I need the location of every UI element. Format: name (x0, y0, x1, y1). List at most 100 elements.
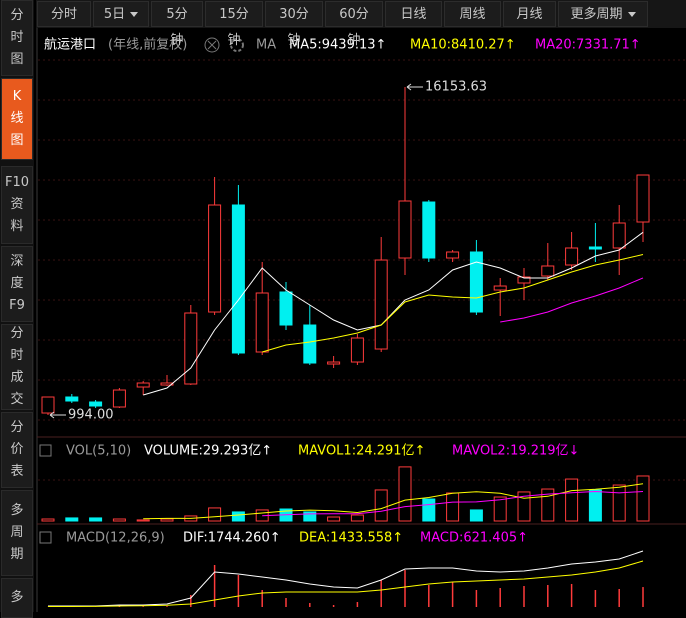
candle-body (255, 292, 269, 353)
period-tab[interactable]: 30分钟 (265, 1, 323, 48)
volume-bar (493, 496, 507, 522)
tab-label: 60分钟 (339, 7, 369, 48)
side-tab[interactable]: F10 资料 (1, 166, 33, 244)
tab-label: 5日 (103, 7, 126, 22)
candle-body (541, 265, 555, 277)
panel-icon[interactable] (39, 531, 52, 544)
volume-bar (303, 511, 317, 522)
indicator-name: MA (256, 38, 276, 53)
settings-icon[interactable] (230, 38, 244, 52)
volume-bar (469, 509, 483, 522)
price-annotation: 16153.63 (425, 79, 487, 94)
side-tab-label: 周 (10, 525, 24, 540)
candle-body (184, 312, 198, 385)
indicator-line (262, 254, 644, 353)
side-tab-label: 分 (10, 8, 24, 23)
period-tab[interactable]: 60分钟 (325, 1, 383, 48)
side-tab-label: 图 (10, 133, 24, 148)
volume-bar (612, 484, 626, 522)
candle-body (327, 361, 341, 365)
period-tab[interactable]: 月线 (503, 1, 556, 27)
side-tab-label: 时 (10, 30, 24, 45)
candle-body (160, 382, 174, 386)
tab-label: 5分钟 (166, 7, 188, 48)
side-tab[interactable]: 深度 F9 (1, 246, 33, 322)
candle-body (422, 201, 436, 259)
candle-body (517, 276, 531, 284)
legend-mavol1: MAVOL1:24.291亿↑ (298, 444, 425, 459)
volume-bar (208, 507, 222, 522)
tab-label: 更多周期 (570, 7, 623, 22)
period-tab[interactable]: 15分钟 (205, 1, 263, 48)
side-tab-label: 分 (10, 326, 24, 341)
legend-ma20: MA20:7331.71↑ (535, 38, 641, 53)
volume-bar (231, 511, 245, 522)
side-tab-label: F9 (9, 298, 25, 313)
period-tab[interactable]: 5日 (93, 1, 149, 27)
close-icon[interactable] (204, 37, 220, 53)
indicator-line (500, 277, 644, 323)
indicator-line (48, 550, 644, 607)
side-tab-label: 度 (10, 276, 24, 291)
chart-title: 航运港口 (44, 37, 96, 53)
legend-mavol2: MAVOL2:19.219亿↓ (452, 444, 579, 459)
volume-bar (588, 489, 602, 522)
volume-bar (517, 491, 531, 522)
side-tab-label: 图 (10, 52, 24, 67)
panel-icon[interactable] (39, 444, 52, 457)
volume-bar (422, 498, 436, 522)
candle-body (208, 204, 222, 313)
candle-body (588, 246, 602, 250)
candle-body (565, 247, 579, 266)
candle-body (612, 222, 626, 249)
volume-bar (446, 492, 460, 522)
side-tab[interactable]: 分时成交 (1, 324, 33, 410)
legend-ma10: MA10:8410.27↑ (410, 38, 516, 53)
side-tab[interactable]: 多周期 (1, 490, 33, 576)
tab-label: 分时 (50, 7, 77, 22)
side-tab[interactable]: 分价表 (1, 412, 33, 488)
candle-body (279, 291, 293, 326)
side-tab[interactable]: 多 (1, 578, 33, 618)
period-tab[interactable]: 更多周期 (558, 1, 648, 27)
candle-body (469, 251, 483, 313)
candle-body (636, 174, 650, 223)
candle-body (303, 324, 317, 364)
price-annotation: 994.00 (68, 408, 114, 423)
indicator-line (48, 560, 644, 607)
candle-body (493, 285, 507, 291)
dropdown-caret (627, 12, 636, 17)
side-tab-label: 深 (10, 254, 24, 269)
side-tab-label: 成 (10, 370, 24, 385)
volume-bar (112, 518, 126, 522)
volume-bar (565, 478, 579, 522)
volume-bar (350, 514, 364, 522)
period-tab[interactable]: 5分钟 (151, 1, 203, 48)
volume-bar (65, 517, 79, 522)
legend-dif: DIF:1744.260↑ (183, 531, 281, 546)
side-tab-label: K (12, 89, 22, 104)
side-tab-label: 表 (10, 464, 24, 479)
volume-bar (41, 518, 55, 522)
side-tab[interactable]: 分时图 (1, 0, 33, 76)
side-tab-label: 价 (10, 442, 24, 457)
side-tab-label: 线 (10, 111, 24, 126)
side-tab-label: 资 (10, 197, 24, 212)
tab-label: 周线 (459, 7, 486, 22)
side-tab-label: 多 (10, 503, 24, 518)
candle-body (136, 382, 150, 388)
annotation-arrow (49, 411, 66, 419)
candle-body (374, 259, 388, 350)
volume-title: VOL(5,10) (66, 444, 131, 459)
macd-title: MACD(12,26,9) (66, 531, 165, 546)
volume-label: VOLUME:29.293亿↑ (144, 444, 272, 459)
tab-label: 15分钟 (219, 7, 249, 48)
period-tab[interactable]: 日线 (385, 1, 442, 27)
period-tab[interactable]: 周线 (444, 1, 501, 27)
candle-body (41, 396, 55, 414)
grid (38, 59, 686, 481)
period-tab[interactable]: 分时 (37, 1, 91, 27)
legend-dea: DEA:1433.558↑ (299, 531, 403, 546)
